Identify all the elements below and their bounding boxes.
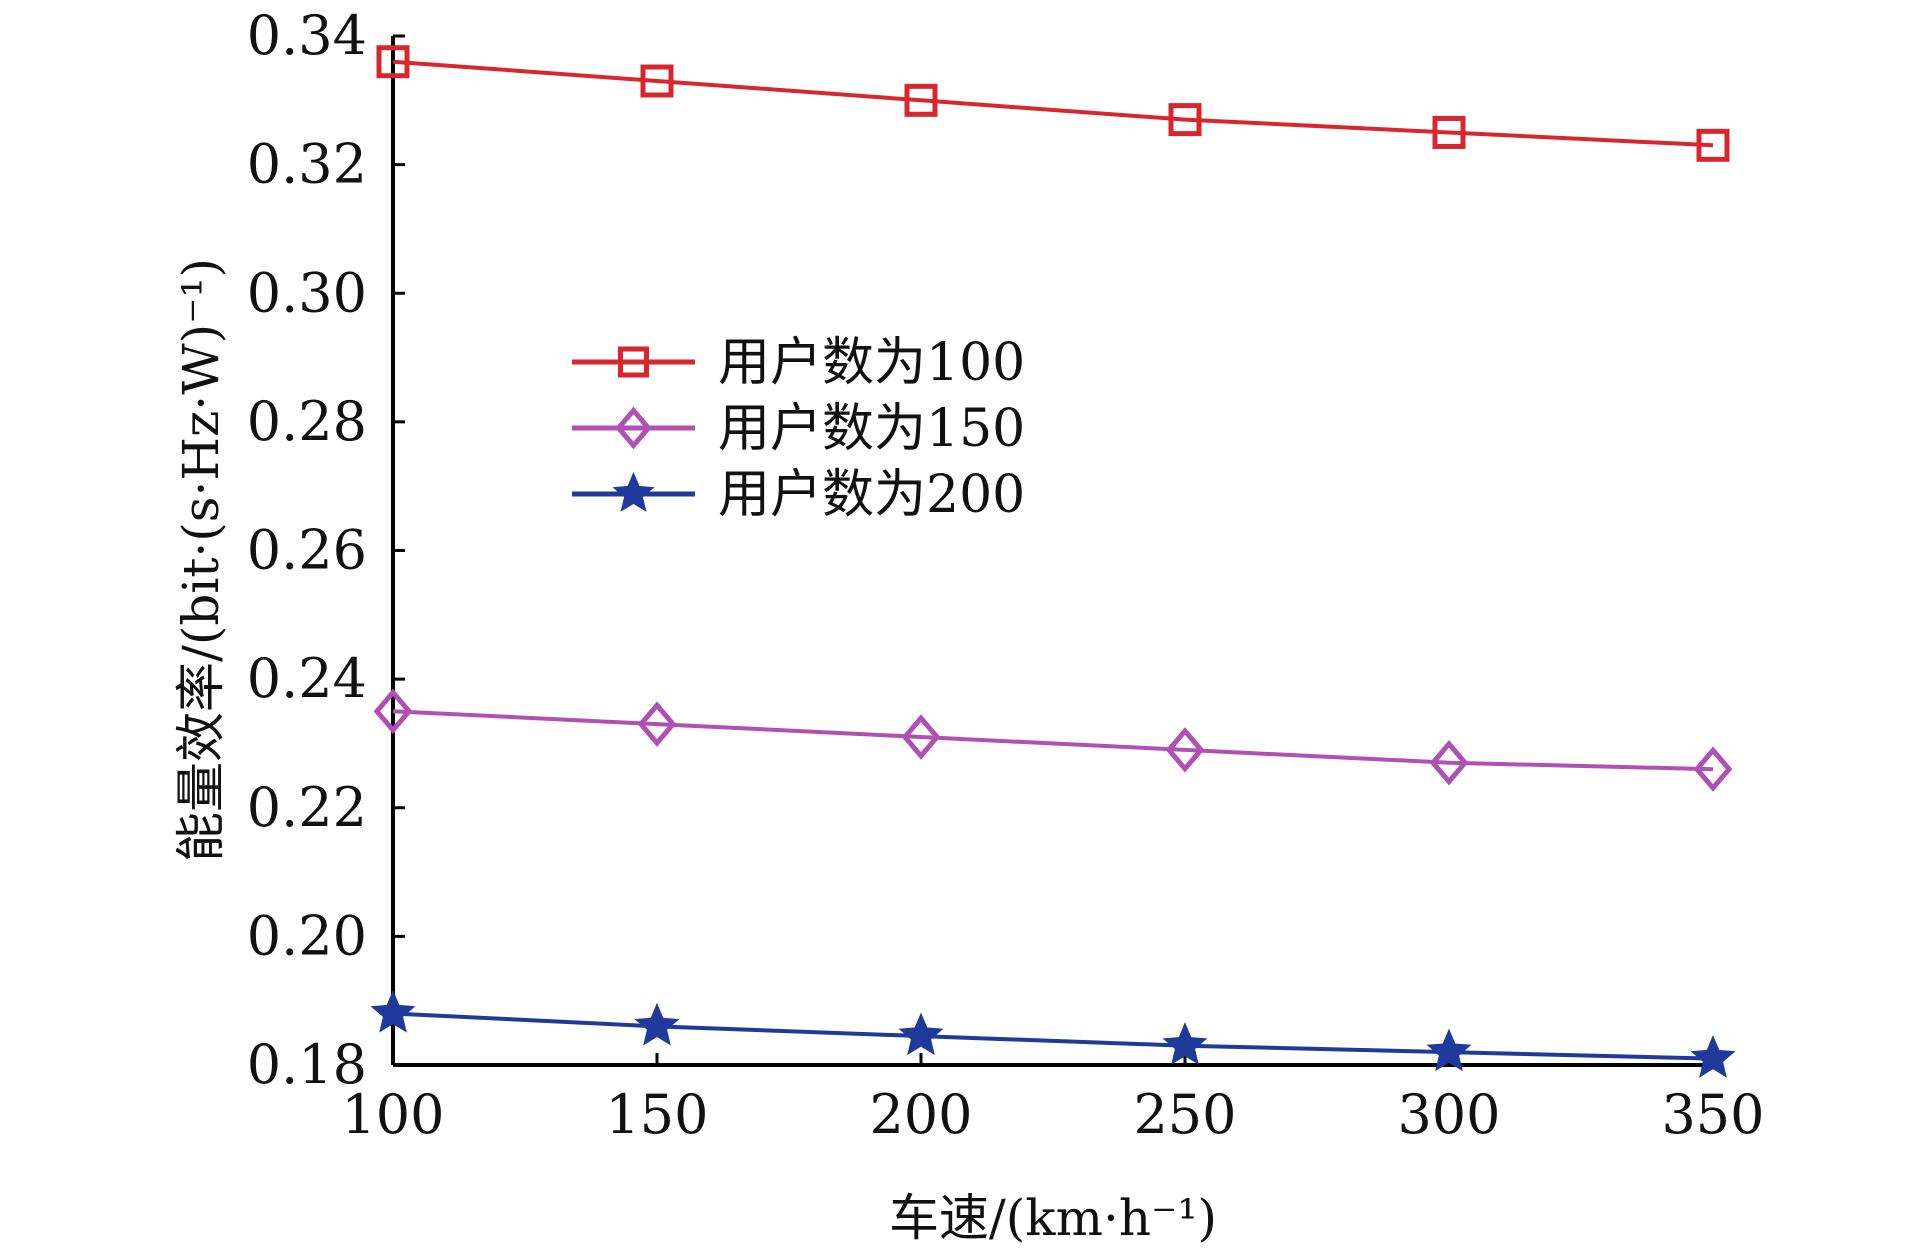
data-point [1432, 115, 1466, 149]
x-tick-label: 300 [1397, 1083, 1500, 1146]
data-point [1168, 103, 1202, 137]
series-line [392, 709, 1714, 772]
x-tick-label: 200 [869, 1083, 972, 1146]
series-line [392, 59, 1714, 148]
data-point [904, 83, 938, 117]
legend-label: 用户数为150 [718, 399, 1025, 459]
legend-marker [612, 471, 655, 512]
data-point [1426, 1028, 1472, 1072]
data-point [1162, 1022, 1208, 1065]
x-tick-label: 150 [605, 1083, 708, 1146]
y-tick-label: 0.32 [247, 133, 367, 196]
x-tick-label: 100 [341, 1083, 444, 1146]
y-tick-label: 0.26 [247, 519, 367, 582]
legend-marker [618, 346, 649, 378]
x-tick-label: 250 [1133, 1083, 1236, 1146]
y-tick-label: 0.24 [247, 647, 367, 710]
legend-label: 用户数为100 [718, 333, 1025, 393]
y-axis-title: 能量效率/(bit·(s·Hz·W)⁻¹) [172, 258, 230, 862]
data-point [1165, 727, 1205, 773]
legend-item: 用户数为150 [572, 399, 1025, 459]
data-point [370, 989, 416, 1033]
x-axis-title: 车速/(km·h⁻¹) [889, 1189, 1217, 1247]
data-point [1693, 746, 1733, 792]
data-point [898, 1012, 944, 1056]
data-point [373, 688, 413, 735]
y-ticks: 0.18 0.20 0.22 0.24 0.26 0.28 0.30 0.32 0.34 [247, 4, 405, 1096]
series-2 [373, 688, 1733, 792]
legend-marker [615, 406, 652, 450]
data-point [640, 64, 674, 98]
x-ticks: 100 150 200 250 300 350 [341, 1053, 1765, 1146]
y-tick-label: 0.34 [247, 4, 367, 67]
series-1 [376, 45, 1730, 162]
legend-item: 用户数为100 [572, 333, 1025, 393]
series-3 [370, 989, 1736, 1078]
data-point [634, 1002, 680, 1046]
y-tick-label: 0.30 [247, 261, 367, 324]
data-point [376, 45, 410, 79]
y-tick-label: 0.22 [247, 776, 367, 839]
x-tick-label: 350 [1661, 1083, 1764, 1146]
y-tick-label: 0.28 [247, 390, 367, 453]
data-point [1429, 739, 1469, 786]
data-point [637, 701, 677, 747]
series [370, 45, 1736, 1078]
y-tick-label: 0.20 [247, 904, 367, 967]
legend-label: 用户数为200 [718, 465, 1025, 525]
data-point [1690, 1035, 1736, 1078]
legend-item: 用户数为200 [572, 465, 1025, 525]
data-point [1696, 128, 1730, 162]
series-line [392, 1011, 1714, 1061]
data-point [901, 714, 941, 760]
axes [391, 36, 1713, 1067]
y-tick-label: 0.18 [247, 1033, 367, 1096]
